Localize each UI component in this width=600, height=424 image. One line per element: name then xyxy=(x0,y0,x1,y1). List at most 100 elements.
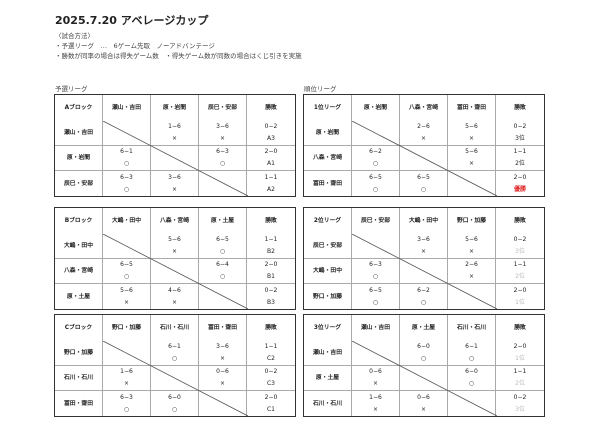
row-team-name: 冨田・齋田 xyxy=(64,400,93,407)
table-row: 八森・宮崎 6−2 ○ 5−6 × 1−1 2位 xyxy=(304,146,544,171)
table-row: 冨田・齋田 6−3 ○ 6−0 ○ 2−0 C1 xyxy=(55,391,295,416)
rank: A1 xyxy=(267,160,275,167)
column-team-name: 原・土屋 xyxy=(199,208,247,234)
table-body: 大嶋・田中 5−6 × 6−5 ○ 1−1 B2 八森・宮崎 6−5 ○ 6−4 ○ 2−0 B1 原・土屋… xyxy=(55,234,295,309)
row-team-cell: 八森・宮崎 xyxy=(304,146,352,171)
record-cell: 1−1 C2 xyxy=(247,341,295,366)
score: 1−6 xyxy=(120,368,133,375)
rank: 3位 xyxy=(515,135,525,142)
empty-self-cell xyxy=(448,391,496,416)
row-team-cell: 冨田・齋田 xyxy=(55,391,103,416)
row-team-cell: 冨田・齋田 xyxy=(304,171,352,196)
match-cell: 2−6 × xyxy=(448,259,496,284)
rank: 2位 xyxy=(515,160,525,167)
result-mark: ○ xyxy=(420,185,427,193)
table-header: Cブロック 野口・加藤 石川・石川 冨田・齋田 勝敗 xyxy=(55,315,295,341)
match-cell: 6−1 ○ xyxy=(151,341,199,366)
result-mark: ○ xyxy=(123,185,130,193)
result-mark: × xyxy=(171,248,178,255)
record-cell: 1−1 2位 xyxy=(496,146,544,171)
rank: A2 xyxy=(267,185,275,193)
row-team-name: 辰巳・安部 xyxy=(313,243,342,249)
result-mark: × xyxy=(468,135,475,142)
result-mark: × xyxy=(123,298,130,306)
match-cell: 6−5 ○ xyxy=(103,259,151,284)
column-team-name: 大嶋・田中 xyxy=(103,208,151,234)
score: 3−6 xyxy=(168,173,181,181)
column-team-name: 野口・加藤 xyxy=(448,208,496,234)
row-team-cell: 原・土屋 xyxy=(304,366,352,391)
record-cell: 2−0 C1 xyxy=(247,391,295,416)
match-cell: 6−3 ○ xyxy=(103,391,151,416)
page-title: 2025.7.20 アベレージカップ xyxy=(55,14,209,27)
table-row: 野口・加藤 6−5 ○ 6−2 ○ 2−0 1位 xyxy=(304,284,544,309)
match-cell: 6−2 ○ xyxy=(400,284,448,309)
win-loss: 2−0 xyxy=(264,393,278,401)
row-team-cell: 野口・加藤 xyxy=(55,341,103,366)
row-team-name: 八森・宮崎 xyxy=(64,268,93,274)
table-row: 石川・石川 1−6 × 0−6 × 0−2 C3 xyxy=(55,366,295,391)
row-team-name: 大嶋・田中 xyxy=(64,243,93,249)
score: 5−6 xyxy=(465,148,478,155)
column-team-name: 大嶋・田中 xyxy=(400,208,448,234)
prelim-section-label: 予選リーグ xyxy=(55,85,88,93)
win-loss: 2−0 xyxy=(264,148,278,155)
match-cell: 3−6 × xyxy=(199,121,247,146)
result-mark: × xyxy=(468,273,475,280)
result-mark: ○ xyxy=(372,185,379,193)
result-mark: ○ xyxy=(420,298,427,306)
win-loss: 1−1 xyxy=(264,236,278,243)
empty-self-cell xyxy=(103,121,151,146)
header-row: Bブロック 大嶋・田中 八森・宮崎 原・土屋 勝敗 xyxy=(55,208,295,234)
row-team-cell: 辰巳・安部 xyxy=(304,234,352,259)
table-row: 原・土屋 0−6 × 6−0 ○ 1−1 2位 xyxy=(304,366,544,391)
table-body: 瀬山・吉田 1−6 × 3−6 × 0−2 A3 原・岩間 6−1 ○ 6−3 ○ 2−0 A1 辰巳・安部… xyxy=(55,121,295,196)
result-mark: × xyxy=(171,298,178,306)
note-rule: ・予選リーグ … 6ゲーム先取 ノーアドバンテージ xyxy=(55,42,215,50)
score: 6−2 xyxy=(369,148,382,155)
result-mark: ○ xyxy=(372,160,379,167)
record-cell: 1−1 2位 xyxy=(496,366,544,391)
empty-self-cell xyxy=(151,146,199,171)
rank: C3 xyxy=(266,380,275,387)
result-mark: × xyxy=(420,405,427,413)
rank: 2位 xyxy=(515,273,525,280)
column-team-name: 辰巳・安部 xyxy=(352,208,400,234)
result-mark: ○ xyxy=(468,380,475,387)
column-team-name: 野口・加藤 xyxy=(103,315,151,341)
row-team-name: 石川・石川 xyxy=(313,400,342,407)
win-loss: 0−2 xyxy=(513,123,527,130)
win-loss: 0−2 xyxy=(264,123,278,130)
record-cell: 2−0 1位 xyxy=(496,284,544,309)
table-header: 2位リーグ 辰巳・安部 大嶋・田中 野口・加藤 勝敗 xyxy=(304,208,544,234)
row-team-name: 瀬山・吉田 xyxy=(64,130,93,136)
match-cell: 6−3 ○ xyxy=(199,146,247,171)
result-mark: × xyxy=(219,135,226,142)
empty-self-cell xyxy=(103,234,151,259)
score: 5−6 xyxy=(120,286,133,294)
match-cell: 5−6 × xyxy=(448,234,496,259)
score: 0−6 xyxy=(369,368,382,375)
record-cell: 2−0 A1 xyxy=(247,146,295,171)
record-header: 勝敗 xyxy=(265,325,277,331)
win-loss: 0−2 xyxy=(264,368,278,375)
score: 3−6 xyxy=(216,123,229,130)
score: 3−6 xyxy=(417,236,430,243)
rank: B1 xyxy=(267,273,275,280)
table-header: Aブロック 瀬山・吉田 原・岩間 辰巳・安部 勝敗 xyxy=(55,95,295,121)
match-cell: 0−6 × xyxy=(352,366,400,391)
column-team-name: 瀬山・吉田 xyxy=(103,95,151,121)
row-team-cell: 八森・宮崎 xyxy=(55,259,103,284)
header-row: 2位リーグ 辰巳・安部 大嶋・田中 野口・加藤 勝敗 xyxy=(304,208,544,234)
match-cell: 3−6 × xyxy=(151,171,199,196)
match-cell: 6−4 ○ xyxy=(199,259,247,284)
score: 5−6 xyxy=(465,123,478,130)
record-header: 勝敗 xyxy=(265,105,277,111)
column-team-name: 冨田・齋田 xyxy=(448,95,496,121)
win-loss: 1−1 xyxy=(264,173,278,181)
rank: B3 xyxy=(267,298,275,306)
result-mark: × xyxy=(219,355,226,362)
record-cell: 0−2 3位 xyxy=(496,234,544,259)
record-cell: 2−0 1位 xyxy=(496,341,544,366)
match-cell: 6−5 ○ xyxy=(400,171,448,196)
